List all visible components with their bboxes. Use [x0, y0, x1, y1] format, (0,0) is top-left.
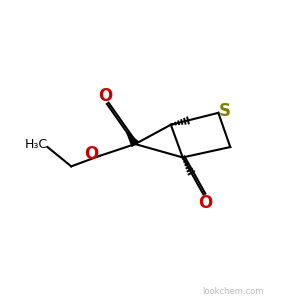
- Text: O: O: [198, 194, 212, 212]
- Polygon shape: [127, 132, 138, 146]
- Text: S: S: [219, 102, 231, 120]
- Text: O: O: [84, 146, 98, 164]
- Text: H₃C: H₃C: [25, 138, 48, 151]
- Text: lookchem.com: lookchem.com: [202, 287, 264, 296]
- Text: O: O: [98, 87, 112, 105]
